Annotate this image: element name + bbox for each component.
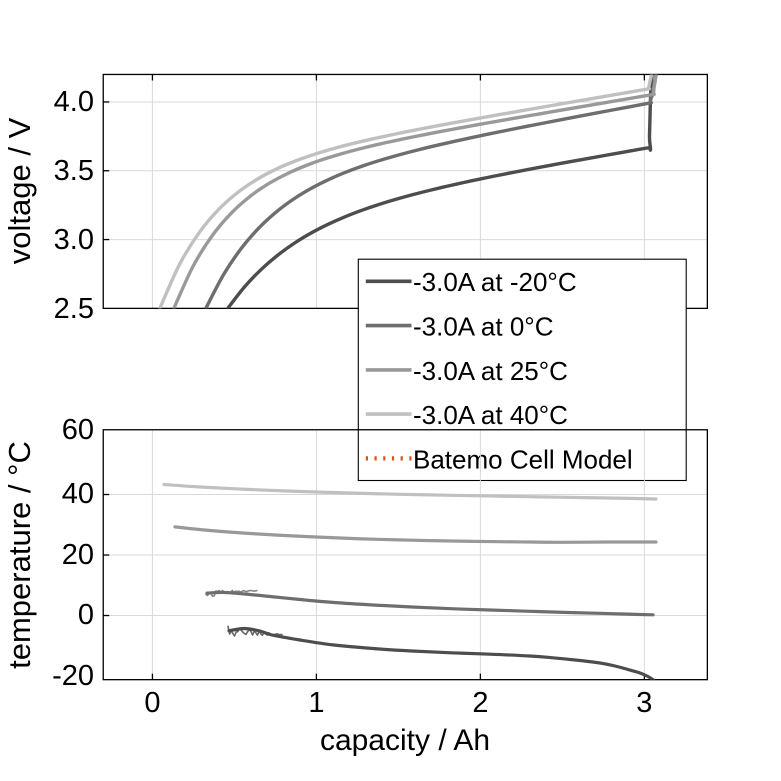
svg-text:0: 0 [78, 599, 94, 631]
svg-text:capacity / Ah: capacity / Ah [320, 724, 490, 757]
svg-text:1: 1 [308, 687, 324, 719]
svg-text:voltage / V: voltage / V [2, 117, 37, 264]
svg-text:4.0: 4.0 [54, 86, 94, 118]
svg-text:2.5: 2.5 [54, 293, 94, 325]
svg-text:2: 2 [472, 687, 488, 719]
svg-text:temperature / °C: temperature / °C [2, 441, 37, 669]
svg-text:-3.0A at 25°C: -3.0A at 25°C [413, 356, 568, 386]
svg-text:Batemo Cell Model: Batemo Cell Model [413, 444, 633, 474]
svg-text:-3.0A at -20°C: -3.0A at -20°C [413, 267, 577, 297]
svg-text:0: 0 [144, 687, 160, 719]
svg-text:3.0: 3.0 [54, 224, 94, 256]
svg-text:3.5: 3.5 [54, 155, 94, 187]
svg-text:3: 3 [636, 687, 652, 719]
svg-text:60: 60 [62, 414, 94, 446]
svg-text:-3.0A at 0°C: -3.0A at 0°C [413, 312, 553, 342]
svg-text:-3.0A at 40°C: -3.0A at 40°C [413, 400, 568, 430]
svg-text:40: 40 [62, 478, 94, 510]
svg-text:-20: -20 [52, 660, 94, 692]
svg-text:20: 20 [62, 539, 94, 571]
